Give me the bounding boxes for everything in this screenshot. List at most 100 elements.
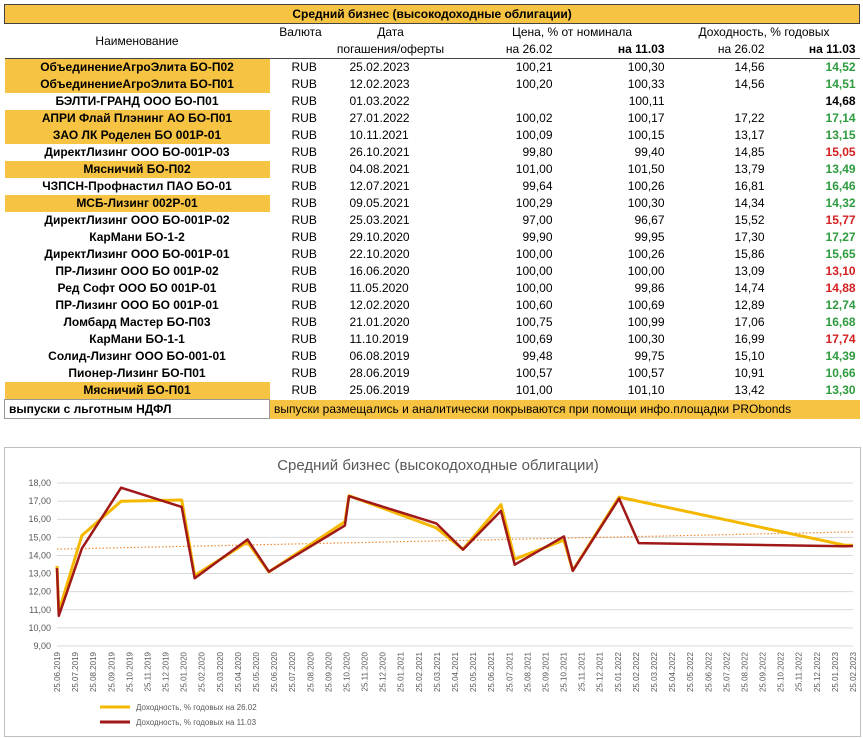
bond-name: ПР-Лизинг ООО БО 001Р-02	[55, 264, 219, 278]
x-tick-label: 25.10.2022	[777, 651, 786, 692]
yield-2602: 15,86	[734, 247, 765, 261]
bond-currency: RUB	[291, 196, 317, 210]
x-tick-label: 25.07.2022	[722, 651, 731, 692]
x-tick-label: 25.01.2021	[397, 651, 406, 692]
table-row: Мясничий БО-П01 RUB 25.06.2019 101,00 101,10…	[4, 382, 860, 400]
x-tick-label: 25.03.2020	[216, 651, 225, 692]
price-2602: 100,00	[515, 281, 553, 295]
table-row: ОбъединениеАгроЭлита БО-П01 RUB 12.02.2023…	[4, 76, 860, 93]
price-1103: 101,50	[627, 162, 665, 176]
x-tick-label: 25.11.2021	[578, 651, 587, 691]
table-row: ДиректЛизинг ООО БО-001Р-03 RUB 26.10.2021…	[5, 144, 860, 161]
x-tick-label: 25.12.2021	[596, 651, 605, 692]
table-row: БЭЛТИ-ГРАНД ООО БО-П01 RUB 01.03.2022 100,1…	[5, 93, 860, 110]
price-1103: 96,67	[634, 213, 665, 227]
x-tick-label: 25.06.2021	[487, 651, 496, 692]
bond-maturity-date: 29.10.2020	[349, 230, 410, 244]
bond-currency: RUB	[291, 383, 317, 398]
bond-name: Мясничий БО-П02	[4, 161, 270, 178]
yield-chart: Средний бизнес (высокодоходные облигации…	[28, 457, 858, 727]
bond-name: ОбъединениеАгроЭлита БО-П01	[4, 76, 270, 93]
price-2602: 100,20	[515, 77, 553, 91]
bond-currency: RUB	[291, 298, 317, 312]
bond-maturity-date: 10.11.2021	[349, 128, 409, 142]
table-row: ДиректЛизинг ООО БО-001Р-02 RUB 25.03.2021…	[5, 212, 860, 229]
x-tick-label: 25.02.2022	[632, 651, 641, 692]
header-row-2: погашения/оферты на 26.02 на 11.03 на 26…	[5, 41, 860, 59]
bond-maturity-date: 28.06.2019	[349, 366, 410, 380]
header-date-line1: Дата	[331, 23, 450, 41]
price-1103: 100,69	[627, 298, 665, 312]
yield-2602: 17,06	[734, 315, 765, 329]
bond-currency: RUB	[291, 264, 317, 278]
yield-2602: 17,22	[734, 111, 765, 125]
bond-maturity-date: 25.03.2021	[349, 213, 410, 227]
table-row: МСБ-Лизинг 002Р-01 RUB 09.05.2021 100,29 100…	[4, 195, 860, 212]
bond-maturity-date: 25.06.2019	[349, 383, 410, 398]
price-1103: 100,11	[628, 94, 665, 108]
x-tick-label: 25.07.2019	[71, 651, 80, 692]
yield-2602: 14,74	[734, 281, 765, 295]
bond-currency: RUB	[291, 111, 317, 125]
yield-2602: 13,17	[734, 128, 765, 142]
yield-2602: 15,10	[734, 349, 765, 363]
bond-maturity-date: 22.10.2020	[349, 247, 410, 261]
yield-1103: 13,30	[825, 383, 856, 398]
price-2602: 99,80	[522, 145, 553, 159]
bond-maturity-date: 26.10.2021	[349, 145, 410, 159]
yield-2602: 14,85	[734, 145, 765, 159]
series-line-1103	[55, 486, 854, 618]
chart-title: Средний бизнес (высокодоходные облигации…	[277, 457, 599, 474]
price-1103: 100,30	[627, 196, 665, 210]
yield-2602: 10,91	[734, 366, 765, 380]
bond-name: АПРИ Флай Плэнинг АО БО-П01	[4, 110, 270, 127]
bond-currency: RUB	[291, 247, 317, 261]
series-line-2602	[55, 494, 853, 613]
price-1103: 101,10	[627, 383, 665, 398]
x-tick-label: 25.02.2021	[415, 651, 424, 692]
yield-1103: 13,10	[825, 264, 856, 278]
x-tick-label: 25.04.2022	[668, 651, 677, 692]
price-2602	[450, 93, 557, 110]
yield-2602: 13,42	[734, 383, 765, 398]
x-tick-label: 25.11.2022	[795, 651, 804, 691]
price-2602: 100,02	[515, 111, 553, 125]
bond-maturity-date: 12.02.2020	[349, 298, 410, 312]
x-tick-label: 25.10.2019	[125, 651, 134, 692]
yield-2602: 17,30	[734, 230, 765, 244]
header-price-group: Цена, % от номинала	[449, 23, 669, 41]
yield-2602	[669, 93, 769, 110]
bond-currency: RUB	[291, 230, 317, 244]
yield-1103: 14,32	[825, 196, 856, 210]
table-row: Солид-Лизинг ООО БО-001-01 RUB 06.08.2019 9…	[5, 348, 860, 365]
yield-2602: 14,56	[734, 77, 765, 91]
y-tick-label: 9,00	[33, 641, 51, 651]
price-1103: 100,17	[627, 111, 665, 125]
x-tick-label: 25.08.2020	[306, 651, 315, 692]
header-row-1: Наименование Валюта Дата Цена, % от номи…	[4, 23, 860, 59]
bond-currency: RUB	[291, 332, 317, 346]
price-1103: 100,26	[627, 247, 665, 261]
y-tick-label: 15,00	[28, 532, 51, 542]
table-title: Средний бизнес (высокодоходные облигации…	[3, 4, 861, 24]
x-tick-label: 25.08.2021	[523, 651, 532, 692]
x-tick-label: 25.11.2019	[143, 651, 152, 691]
x-tick-label: 25.05.2020	[252, 651, 261, 692]
price-1103: 100,33	[627, 77, 665, 91]
x-tick-label: 25.12.2022	[813, 651, 822, 692]
bond-currency: RUB	[291, 145, 317, 159]
bond-maturity-date: 21.01.2020	[349, 315, 410, 329]
table-row: ЧЗПСН-Профнастил ПАО БО-01 RUB 12.07.2021 9…	[5, 178, 860, 195]
header-yield-2602: на 26.02	[668, 41, 769, 59]
table-row: Мясничий БО-П02 RUB 04.08.2021 101,00 101,50…	[4, 161, 860, 178]
bond-currency: RUB	[291, 77, 317, 91]
x-tick-label: 25.01.2023	[831, 651, 840, 692]
x-tick-label: 25.04.2021	[451, 651, 460, 692]
footer-note-tax: выпуски с льготным НДФЛ	[4, 399, 270, 419]
bond-maturity-date: 11.05.2020	[349, 281, 409, 295]
bond-name: ОбъединениеАгроЭлита БО-П02	[4, 58, 270, 76]
bond-currency: RUB	[291, 213, 317, 227]
price-2602: 100,21	[515, 60, 553, 74]
header-name: Наименование	[4, 23, 270, 59]
yield-2602: 14,56	[734, 60, 765, 74]
